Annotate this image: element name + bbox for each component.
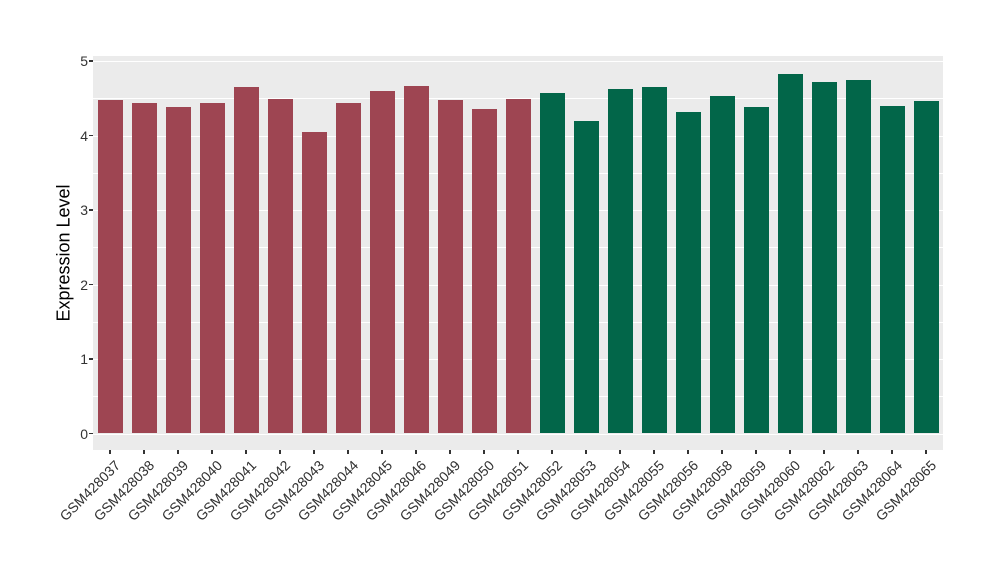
y-tick-mark bbox=[88, 283, 93, 286]
y-tick-label-0: 0 bbox=[80, 425, 88, 442]
bar-GSM428053 bbox=[573, 121, 599, 434]
gridline-major bbox=[93, 61, 943, 63]
x-tick-mark bbox=[891, 450, 893, 454]
bar-GSM428046 bbox=[403, 85, 429, 434]
x-tick-mark bbox=[925, 450, 927, 454]
bar-GSM428062 bbox=[811, 81, 837, 434]
x-tick-mark bbox=[109, 450, 111, 454]
y-tick-label-5: 5 bbox=[80, 53, 88, 69]
bar-GSM428064 bbox=[879, 105, 905, 434]
y-tick-label-1: 1 bbox=[80, 351, 88, 367]
plot-panel bbox=[93, 56, 943, 450]
x-tick-mark bbox=[279, 450, 281, 454]
bar-GSM428041 bbox=[233, 87, 259, 434]
y-tick-label-3: 3 bbox=[80, 202, 88, 218]
x-tick-mark bbox=[415, 450, 417, 454]
bar-GSM428056 bbox=[675, 112, 701, 434]
bar-GSM428040 bbox=[199, 103, 225, 434]
x-tick-mark bbox=[211, 450, 213, 454]
x-tick-mark bbox=[619, 450, 621, 454]
x-tick-mark bbox=[789, 450, 791, 454]
bar-GSM428038 bbox=[131, 102, 157, 434]
bar-GSM428055 bbox=[641, 87, 667, 434]
bar-GSM428044 bbox=[335, 102, 361, 434]
x-tick-mark bbox=[313, 450, 315, 454]
bar-GSM428037 bbox=[97, 99, 123, 434]
x-tick-mark bbox=[823, 450, 825, 454]
bar-GSM428043 bbox=[301, 131, 327, 434]
x-tick-mark bbox=[517, 450, 519, 454]
gridline-major bbox=[93, 433, 943, 435]
x-tick-mark bbox=[721, 450, 723, 454]
x-tick-mark bbox=[483, 450, 485, 454]
x-tick-mark bbox=[687, 450, 689, 454]
x-tick-mark bbox=[347, 450, 349, 454]
y-tick-mark bbox=[88, 358, 93, 360]
y-tick-label-2: 2 bbox=[80, 276, 88, 293]
bar-GSM428052 bbox=[539, 93, 565, 434]
bar-GSM428039 bbox=[165, 107, 191, 434]
x-tick-mark bbox=[653, 450, 655, 454]
bar-GSM428059 bbox=[743, 107, 769, 434]
x-tick-mark bbox=[143, 450, 145, 454]
bar-GSM428054 bbox=[607, 88, 633, 434]
x-tick-mark bbox=[177, 450, 179, 454]
bar-GSM428051 bbox=[505, 98, 531, 434]
y-tick-mark bbox=[88, 209, 93, 211]
x-tick-mark bbox=[245, 450, 247, 454]
gridline-minor bbox=[93, 98, 943, 100]
y-tick-mark bbox=[88, 432, 93, 435]
bar-GSM428060 bbox=[777, 74, 803, 434]
x-tick-mark bbox=[449, 450, 451, 454]
y-tick-mark bbox=[88, 134, 93, 137]
y-tick-label-4: 4 bbox=[80, 127, 88, 144]
x-tick-mark bbox=[585, 450, 587, 454]
x-tick-mark bbox=[381, 450, 383, 454]
x-tick-mark bbox=[755, 450, 757, 454]
x-tick-mark bbox=[857, 450, 859, 454]
y-tick-mark bbox=[88, 60, 93, 62]
bar-GSM428049 bbox=[437, 99, 463, 434]
bar-GSM428058 bbox=[709, 96, 735, 434]
bar-GSM428045 bbox=[369, 90, 395, 434]
bar-GSM428050 bbox=[471, 109, 497, 434]
bar-GSM428065 bbox=[913, 101, 939, 434]
bar-GSM428063 bbox=[845, 80, 871, 434]
x-tick-mark bbox=[551, 450, 553, 454]
bar-GSM428042 bbox=[267, 98, 293, 434]
